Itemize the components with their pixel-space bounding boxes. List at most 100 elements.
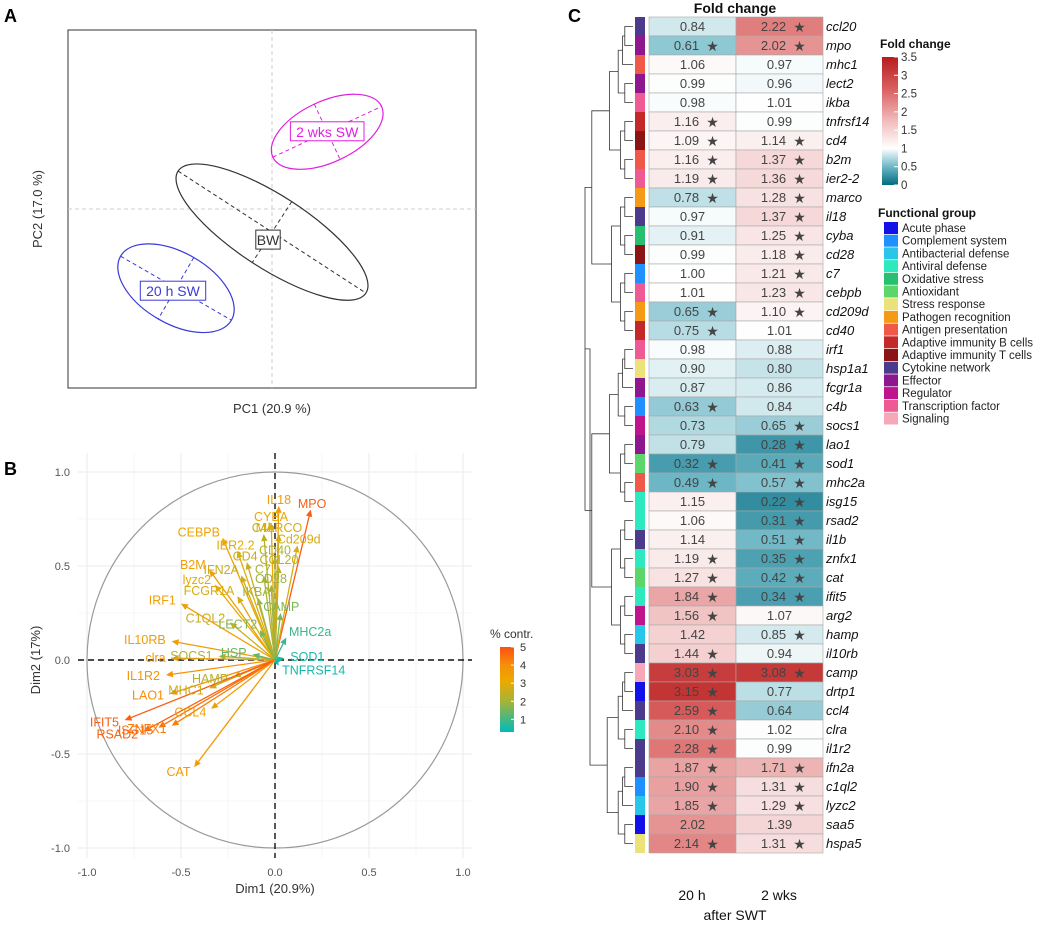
group-color-c4b	[635, 397, 645, 416]
legend-swatch-antibacterial-defense	[884, 247, 898, 260]
significance-star: ★	[706, 551, 719, 567]
cell-value-ifit5-20h: 1.84	[674, 589, 699, 604]
gene-label-znfx1: znfx1	[825, 551, 857, 566]
group-color-cd4	[635, 131, 645, 150]
group-color-hamp	[635, 625, 645, 644]
cell-value-socs1-2wks: 0.65	[761, 418, 786, 433]
dendrogram-branch	[624, 767, 633, 787]
dendrogram-branch	[606, 717, 619, 814]
cell-value-ccl20-20h: 0.84	[680, 19, 705, 34]
cell-value-cyba-2wks: 1.25	[761, 228, 786, 243]
significance-star: ★	[706, 190, 719, 206]
cell-value-ifn2a-2wks: 1.71	[761, 760, 786, 775]
cell-value-ier2-2-20h: 1.19	[674, 171, 699, 186]
variable-label-il18: IL18	[267, 493, 291, 507]
gene-label-camp: camp	[826, 665, 858, 680]
x-tick-label: 1.0	[455, 867, 470, 879]
significance-star: ★	[793, 304, 806, 320]
cell-value-cd28-2wks: 1.18	[761, 247, 786, 262]
group-color-ikba	[635, 93, 645, 112]
significance-star: ★	[793, 285, 806, 301]
variable-label-mpo: MPO	[298, 497, 327, 511]
significance-star: ★	[793, 494, 806, 510]
variable-label-sod1: SOD1	[290, 650, 324, 664]
significance-star: ★	[706, 608, 719, 624]
cell-value-cd209d-2wks: 1.10	[761, 304, 786, 319]
arrow-mhc2a	[274, 643, 284, 661]
legend-label-adaptive-immunity-t-cells: Adaptive immunity T cells	[902, 350, 1032, 362]
dendrogram-branch	[624, 121, 633, 141]
group-color-marco	[635, 188, 645, 207]
group-label-box	[139, 280, 207, 301]
group-color-hsp1a1	[635, 359, 645, 378]
gene-label-cat: cat	[826, 570, 845, 585]
heatmap-scale-bar	[882, 57, 898, 185]
variable-label-c1ql2: C1QL2	[186, 612, 226, 626]
group-color-il1b	[635, 530, 645, 549]
group-color-mhc1	[635, 55, 645, 74]
arrowhead-mhc2a	[280, 637, 287, 646]
variable-label-cd209d: Cd209d	[277, 532, 321, 546]
group-label: 20 h SW	[146, 283, 200, 299]
panel-b-legend-title: % contr.	[490, 627, 533, 641]
variable-label-clra: clra	[145, 651, 165, 665]
legend-swatch-antioxidant	[884, 285, 898, 298]
cell-value-znfx1-20h: 1.19	[674, 551, 699, 566]
legend-label-pathogen-recognition: Pathogen recognition	[902, 312, 1011, 324]
significance-star: ★	[706, 456, 719, 472]
variable-label-hsp: HSP	[221, 646, 247, 660]
significance-star: ★	[793, 836, 806, 852]
cell-value-ikba-2wks: 1.01	[767, 95, 792, 110]
group-color-isg15	[635, 492, 645, 511]
x-tick-label: -1.0	[78, 867, 97, 879]
legend-label-transcription-factor: Transcription factor	[902, 401, 1000, 413]
significance-star: ★	[793, 171, 806, 187]
heatmap-cell-hspa5-2wks	[735, 833, 824, 854]
arrowhead-il1r2	[165, 670, 174, 678]
significance-star: ★	[793, 475, 806, 491]
group-color-clra	[635, 720, 645, 739]
legend-swatch-transcription-factor	[884, 399, 898, 412]
legend-tick-label: 3	[520, 678, 526, 690]
cell-value-hamp-20h: 1.42	[680, 627, 705, 642]
variable-label-cd40: CD40	[259, 544, 291, 558]
panel-b-y-axis-label: Dim2 (17%)	[28, 626, 43, 695]
arrow-fcgr1a	[240, 601, 276, 661]
cell-value-lect2-2wks: 0.96	[767, 76, 792, 91]
cell-value-lyzc2-20h: 1.85	[674, 798, 699, 813]
arrow-clra	[178, 657, 276, 661]
cell-value-il1r2-2wks: 0.99	[767, 741, 792, 756]
dendrogram-root	[585, 348, 608, 766]
cell-value-ifit5-2wks: 0.34	[761, 589, 786, 604]
arrow-cat	[197, 659, 276, 762]
variable-label-isg15: ISG15	[118, 724, 153, 738]
arrowhead-ifit5	[124, 714, 133, 721]
cell-value-ikba-20h: 0.98	[680, 95, 705, 110]
legend-swatch-adaptive-immunity-t-cells	[884, 349, 898, 361]
significance-star: ★	[706, 304, 719, 320]
group-color-cat	[635, 568, 645, 587]
gene-label-ccl4: ccl4	[826, 703, 849, 718]
group-color-znfx1	[635, 549, 645, 568]
cell-value-cd28-20h: 0.99	[680, 247, 705, 262]
gene-label-cd28: cd28	[826, 247, 855, 262]
variable-label-ccl4: CCL4	[174, 706, 206, 720]
cell-value-ccl4-20h: 2.59	[674, 703, 699, 718]
arrowhead-cebpb	[222, 537, 229, 546]
cell-value-tnfrsf14-2wks: 0.99	[767, 114, 792, 129]
panel-label-b: B	[4, 459, 17, 479]
dendrogram-branch	[624, 311, 633, 331]
significance-star: ★	[793, 570, 806, 586]
arrowhead-c1ql2	[229, 622, 238, 630]
arrow-c4b	[263, 540, 276, 661]
cell-value-fcgr1a-2wks: 0.86	[767, 380, 792, 395]
heatmap-dendrogram	[584, 26, 633, 844]
dendrogram-branch	[617, 49, 625, 94]
group-color-ifit5	[635, 587, 645, 606]
significance-star: ★	[706, 38, 719, 54]
arrowhead-clra	[171, 655, 179, 662]
gene-label-cd209d: cd209d	[826, 304, 869, 319]
cell-value-mhc2a-20h: 0.49	[674, 475, 699, 490]
